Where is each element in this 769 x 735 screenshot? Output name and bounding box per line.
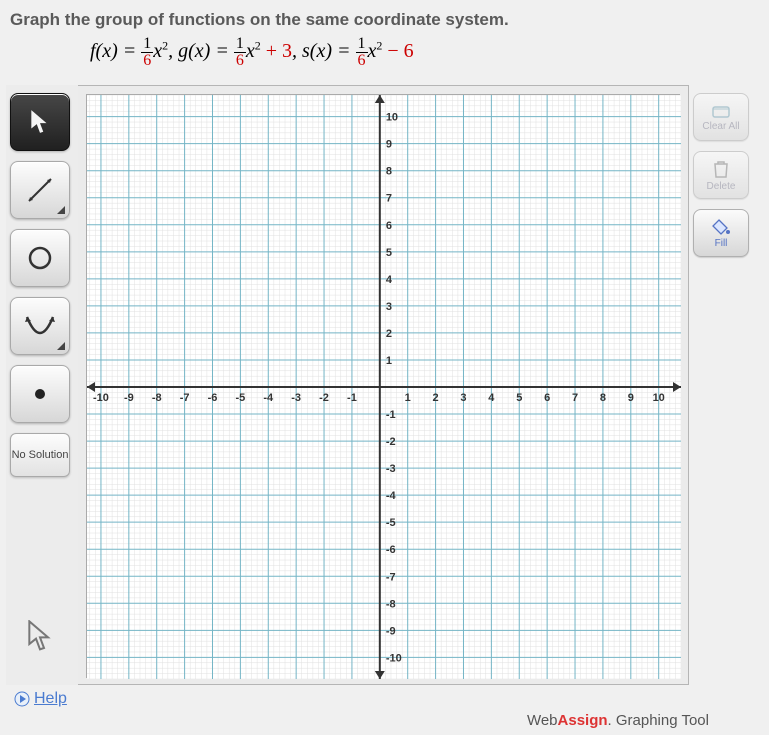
svg-text:-9: -9	[124, 392, 134, 404]
circle-tool-button[interactable]	[10, 229, 70, 287]
svg-text:-5: -5	[386, 517, 396, 529]
svg-text:-9: -9	[386, 625, 396, 637]
svg-text:9: 9	[628, 392, 634, 404]
svg-text:-6: -6	[386, 544, 396, 556]
page-title: Graph the group of functions on the same…	[10, 10, 759, 30]
svg-text:-5: -5	[235, 392, 245, 404]
svg-text:-6: -6	[208, 392, 218, 404]
fill-button[interactable]: Fill	[693, 209, 749, 257]
svg-text:8: 8	[386, 166, 392, 178]
line-tool-button[interactable]	[10, 161, 70, 219]
svg-text:-4: -4	[386, 490, 397, 502]
action-toolbar: Clear All Delete Fill	[689, 85, 755, 685]
svg-text:-10: -10	[93, 392, 109, 404]
svg-text:-3: -3	[291, 392, 301, 404]
svg-text:8: 8	[600, 392, 606, 404]
svg-text:-1: -1	[386, 409, 396, 421]
svg-text:5: 5	[386, 247, 392, 259]
svg-text:-2: -2	[319, 392, 329, 404]
svg-text:-4: -4	[263, 392, 274, 404]
pointer-tool-button[interactable]	[10, 93, 70, 151]
cursor-icon	[26, 620, 54, 659]
help-link[interactable]: Help	[14, 690, 67, 708]
svg-text:-8: -8	[152, 392, 162, 404]
parabola-tool-button[interactable]	[10, 297, 70, 355]
svg-text:5: 5	[516, 392, 522, 404]
equation-display: f(x) = 16x2, g(x) = 16x2 + 3, s(x) = 16x…	[10, 30, 759, 81]
coordinate-grid[interactable]: -10 -9 -8 -7 -6 -5 -4 -3 -2 -1 1 2 3 4 5 6 7 8 9 10 -10 -9 -8 -…	[86, 94, 680, 678]
svg-text:1: 1	[386, 355, 392, 367]
point-tool-button[interactable]	[10, 365, 70, 423]
svg-text:6: 6	[386, 220, 392, 232]
svg-text:-10: -10	[386, 652, 402, 664]
svg-text:1: 1	[405, 392, 411, 404]
svg-text:-3: -3	[386, 463, 396, 475]
svg-text:2: 2	[386, 328, 392, 340]
svg-text:3: 3	[460, 392, 466, 404]
svg-text:3: 3	[386, 301, 392, 313]
svg-text:7: 7	[386, 193, 392, 205]
svg-text:-7: -7	[180, 392, 190, 404]
svg-text:6: 6	[544, 392, 550, 404]
svg-text:-1: -1	[347, 392, 357, 404]
svg-text:4: 4	[386, 274, 393, 286]
svg-text:9: 9	[386, 139, 392, 151]
svg-text:4: 4	[488, 392, 495, 404]
footer-brand: WebAssign. Graphing Tool	[527, 712, 709, 729]
svg-text:-2: -2	[386, 436, 396, 448]
clear-all-button[interactable]: Clear All	[693, 93, 749, 141]
svg-text:7: 7	[572, 392, 578, 404]
no-solution-button[interactable]: No Solution	[10, 433, 70, 477]
svg-text:-8: -8	[386, 598, 396, 610]
svg-text:2: 2	[433, 392, 439, 404]
svg-text:-7: -7	[386, 571, 396, 583]
svg-text:10: 10	[653, 392, 665, 404]
delete-button[interactable]: Delete	[693, 151, 749, 199]
drawing-toolbar: No Solution	[6, 85, 78, 685]
graph-panel: -10 -9 -8 -7 -6 -5 -4 -3 -2 -1 1 2 3 4 5 6 7 8 9 10 -10 -9 -8 -…	[78, 85, 689, 685]
svg-text:10: 10	[386, 112, 398, 124]
